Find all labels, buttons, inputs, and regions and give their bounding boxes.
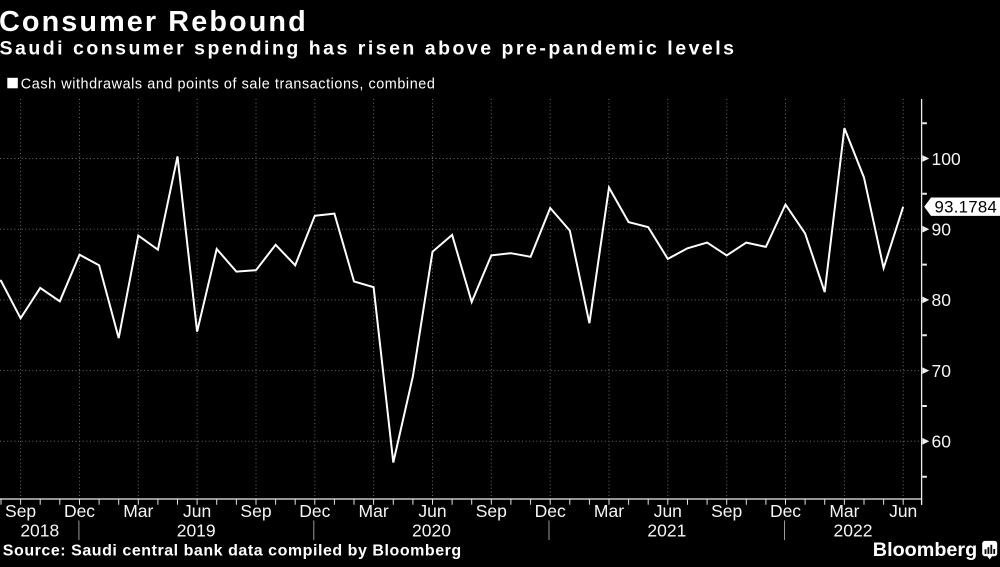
svg-text:2022: 2022 [834, 521, 873, 541]
svg-text:Jun: Jun [183, 501, 211, 521]
svg-text:60: 60 [932, 432, 952, 452]
svg-text:Cash withdrawals and points of: Cash withdrawals and points of sale tran… [21, 77, 436, 93]
svg-text:Mar: Mar [359, 501, 389, 521]
svg-text:Dec: Dec [535, 501, 566, 521]
svg-text:80: 80 [932, 290, 952, 310]
svg-text:Consumer Rebound: Consumer Rebound [0, 6, 308, 38]
svg-text:Dec: Dec [770, 501, 801, 521]
svg-text:93.1784: 93.1784 [935, 198, 998, 217]
svg-text:Sep: Sep [240, 501, 271, 521]
svg-text:2021: 2021 [647, 521, 686, 541]
svg-text:Jun: Jun [889, 501, 917, 521]
svg-text:Mar: Mar [594, 501, 624, 521]
svg-text:90: 90 [932, 220, 952, 240]
svg-text:Sep: Sep [476, 501, 507, 521]
svg-text:Jun: Jun [418, 501, 446, 521]
svg-text:Mar: Mar [123, 501, 153, 521]
svg-text:Dec: Dec [64, 501, 95, 521]
svg-text:Dec: Dec [299, 501, 330, 521]
svg-text:100: 100 [932, 149, 961, 169]
svg-text:Mar: Mar [829, 501, 859, 521]
svg-text:2018: 2018 [20, 521, 59, 541]
svg-text:Sep: Sep [5, 501, 36, 521]
svg-text:Saudi consumer spending has ri: Saudi consumer spending has risen above … [0, 38, 737, 60]
svg-text:2019: 2019 [177, 521, 216, 541]
svg-text:Sep: Sep [711, 501, 742, 521]
svg-text:Source: Saudi central bank dat: Source: Saudi central bank data compiled… [3, 542, 462, 559]
svg-text:2020: 2020 [412, 521, 451, 541]
svg-text:Jun: Jun [654, 501, 682, 521]
svg-text:Bloomberg: Bloomberg [873, 539, 977, 561]
svg-text:70: 70 [932, 361, 952, 381]
